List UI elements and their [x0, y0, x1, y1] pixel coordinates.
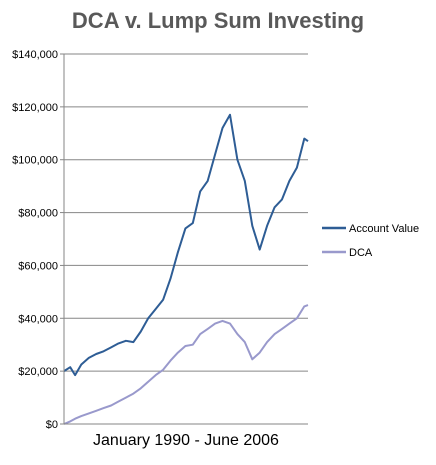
x-axis-label: January 1990 - June 2006 — [93, 432, 279, 449]
chart-title: DCA v. Lump Sum Investing — [71, 8, 365, 33]
gridlines — [64, 53, 308, 372]
y-tick-label: $80,000 — [18, 208, 58, 220]
series-line-dca — [63, 304, 309, 425]
legend-label-account-value: Account Value — [349, 223, 419, 235]
y-tick-label: $140,000 — [12, 49, 58, 61]
y-tick-label: $0 — [46, 419, 58, 431]
legend-label-dca: DCA — [349, 247, 373, 259]
y-axis-ticks: $0 $20,000 $40,000 $60,000 $80,000 $100,000 $1… — [12, 49, 64, 431]
series-line-account-value — [63, 113, 309, 377]
legend: Account Value DCA — [322, 223, 419, 259]
axes — [63, 54, 308, 425]
y-tick-label: $20,000 — [18, 366, 58, 378]
y-tick-label: $120,000 — [12, 102, 58, 114]
y-tick-label: $40,000 — [18, 313, 58, 325]
series-lines — [63, 113, 309, 425]
y-tick-label: $100,000 — [12, 155, 58, 167]
y-tick-label: $60,000 — [18, 260, 58, 272]
